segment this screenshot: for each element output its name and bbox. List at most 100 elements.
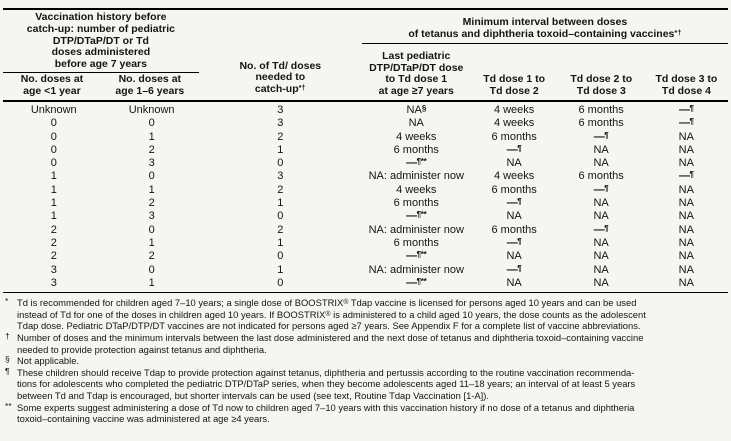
table-cell: NA (678, 236, 694, 249)
table-cell: NA (678, 250, 694, 263)
table-cell: NA (506, 276, 522, 289)
table-cell: NA: administer now (368, 263, 464, 276)
table-cell: 2 (50, 250, 57, 263)
table-cell: —¶** (406, 276, 427, 289)
table-cell: 2 (50, 236, 57, 249)
table-cell: 6 months (393, 236, 439, 249)
table-cell: 1 (277, 197, 284, 210)
footnote-marker: ¶ (5, 365, 10, 376)
table-header: Vaccination history before catch-up: num… (3, 8, 728, 102)
table-cell: NA§ (406, 104, 427, 116)
table-cell: 6 months (393, 197, 439, 210)
table-cell: —¶ (678, 104, 694, 116)
table-cell: NA (593, 143, 609, 156)
table-cell: 0 (277, 157, 284, 170)
table-cell: 3 (50, 263, 57, 276)
footnote: * Td is recommended for children aged 7–1… (4, 296, 729, 332)
subheader-doses-age-lt1: No. doses at age <1 year (20, 73, 84, 97)
table-cell: Unknown (30, 104, 77, 116)
table-row: 0 0 3 NA 4 weeks 6 months —¶ (3, 117, 728, 130)
table-cell: 6 months (491, 223, 537, 236)
footnote-line: § Not applicable. (5, 354, 80, 367)
table-cell: —¶** (406, 157, 427, 170)
table-cell: 4 weeks (493, 170, 535, 183)
table-cell: NA (678, 276, 694, 289)
table-cell: 1 (277, 263, 284, 276)
table-cell: 1 (50, 210, 57, 223)
table-cell: 2 (50, 223, 57, 236)
table-cell: 6 months (578, 104, 624, 116)
table-cell: 3 (50, 276, 57, 289)
footnote-line: ¶ These children should receive Tdap to p… (5, 365, 635, 378)
table-cell: NA (593, 210, 609, 223)
table-cell: 0 (277, 276, 284, 289)
table-cell: 4 weeks (396, 183, 437, 196)
table-row: 2 0 2 NA: administer now 6 months —¶ NA (3, 224, 728, 237)
table-cell: 0 (277, 210, 284, 223)
footnote-marker: ** (5, 400, 12, 411)
table-cell: 4 weeks (396, 130, 437, 143)
footnote-line: between Td and Tdap is encouraged, but s… (17, 389, 489, 401)
table-cell: NA (678, 130, 694, 143)
table-cell: NA (593, 250, 609, 263)
table-cell: 1 (50, 183, 57, 196)
table-cell: 3 (277, 104, 284, 116)
table-cell: 0 (50, 157, 57, 170)
table-cell: 0 (148, 223, 155, 236)
table-body: Unknown Unknown 3 NA§ 4 weeks 6 months —¶ 0 0 3 NA… (3, 102, 728, 294)
table-cell: 3 (277, 117, 284, 130)
table-cell: Unknown (128, 104, 175, 116)
subheader-doses-age-1-6: No. doses at age 1–6 years (115, 73, 185, 97)
table-cell: —¶ (506, 197, 522, 210)
table-row: 3 1 0 —¶** NA NA NA (3, 277, 728, 290)
table-cell: 1 (50, 197, 57, 210)
footnote-marker: § (5, 354, 10, 365)
footnote-line: instead of Td for one of the doses in ch… (17, 308, 646, 320)
table-row: 3 0 1 NA: administer now —¶ NA NA (3, 264, 728, 277)
table-cell: 6 months (393, 143, 439, 156)
table-row: 0 1 2 4 weeks 6 months —¶ NA (3, 131, 728, 144)
catchup-schedule-table: Vaccination history before catch-up: num… (3, 8, 728, 294)
subheader-td2-td3: Td dose 2 to Td dose 3 (570, 73, 633, 97)
table-cell: NA (408, 117, 424, 130)
table-cell: 2 (148, 197, 155, 210)
header-group-minimum-interval: Minimum interval between doses of tetanu… (361, 10, 728, 100)
subheader-td1-td2: Td dose 1 to Td dose 2 (483, 73, 546, 97)
footnote-line: toxoid–containing vaccine was administer… (17, 413, 270, 425)
header-left-subrow: No. doses at age <1 year No. doses at ag… (3, 73, 199, 100)
table-cell: NA: administer now (368, 170, 464, 183)
table-cell: —¶ (506, 236, 522, 249)
table-row: Unknown Unknown 3 NA§ 4 weeks 6 months —¶ (3, 104, 728, 117)
table-cell: NA (593, 236, 609, 249)
table-cell: NA (506, 157, 522, 170)
header-vaccination-history: Vaccination history before catch-up: num… (3, 10, 199, 73)
table-cell: 3 (148, 157, 155, 170)
header-td-doses-needed: No. of Td/ doses needed to catch-up*† (239, 59, 322, 95)
table-cell: 0 (50, 143, 57, 156)
table-row: 0 3 0 —¶** NA NA NA (3, 157, 728, 170)
table-cell: 2 (148, 250, 155, 263)
table-cell: NA: administer now (368, 223, 464, 236)
table-row: 0 2 1 6 months —¶ NA NA (3, 144, 728, 157)
footnote-line: † Number of doses and the minimum interva… (5, 330, 644, 343)
footnote-marker: † (5, 330, 10, 341)
subheader-last-dose-to-td1: Last pediatric DTP/DTaP/DT dose to Td do… (369, 50, 464, 97)
footnote-line: tions for adolescents who completed the … (17, 378, 636, 390)
table-cell: 0 (50, 130, 57, 143)
table-cell: NA (678, 183, 694, 196)
footnote: § Not applicable. (4, 354, 729, 367)
table-row: 1 2 1 6 months —¶ NA NA (3, 197, 728, 210)
header-right-subrow: Last pediatric DTP/DTaP/DT dose to Td do… (362, 44, 728, 100)
table-cell: NA (678, 197, 694, 210)
table-cell: 2 (277, 223, 284, 236)
table-cell: NA (678, 210, 694, 223)
table-row: 2 1 1 6 months —¶ NA NA (3, 237, 728, 250)
table-cell: NA (506, 210, 522, 223)
table-row: 1 1 2 4 weeks 6 months —¶ NA (3, 184, 728, 197)
subheader-td3-td4: Td dose 3 to Td dose 4 (655, 73, 718, 97)
table-cell: 4 weeks (493, 104, 535, 116)
table-cell: NA (678, 223, 694, 236)
table-cell: —¶ (678, 170, 694, 183)
table-cell: 6 months (491, 130, 537, 143)
